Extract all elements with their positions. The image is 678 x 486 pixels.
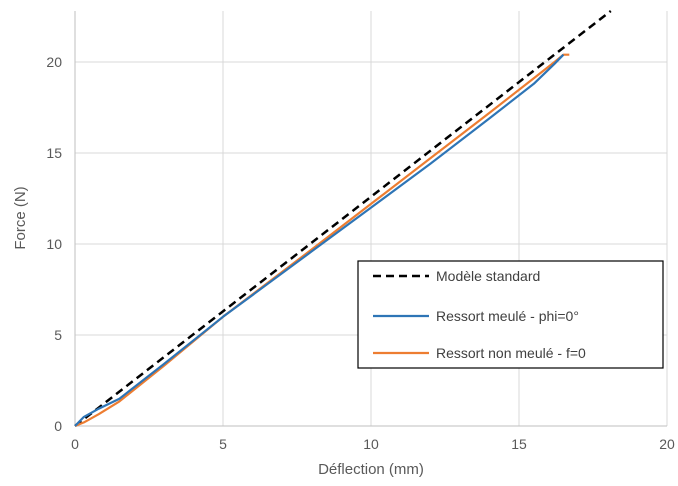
y-axis-title: Force (N) — [12, 186, 29, 249]
series-line-0 — [74, 10, 612, 427]
legend-label-2: Ressort non meulé - f=0 — [436, 345, 586, 361]
series-line-2 — [74, 53, 570, 428]
x-tick-label: 0 — [71, 436, 79, 452]
x-axis-title: Déflection (mm) — [318, 461, 424, 478]
y-tick-label: 5 — [54, 327, 62, 343]
y-tick-label: 15 — [46, 145, 62, 161]
y-tick-label: 20 — [46, 54, 62, 70]
y-tick-label: 10 — [46, 236, 62, 252]
x-tick-label: 10 — [363, 436, 379, 452]
axes — [74, 11, 667, 427]
tick-labels: 0 5 10 15 20 0 5 10 15 20 — [46, 54, 675, 452]
y-tick-label: 0 — [54, 418, 62, 434]
series — [74, 10, 612, 428]
legend-label-1: Ressort meulé - phi=0° — [436, 308, 579, 324]
legend: Modèle standard Ressort meulé - phi=0° Res… — [357, 260, 664, 369]
legend-label-0: Modèle standard — [436, 268, 540, 284]
x-tick-label: 15 — [511, 436, 527, 452]
x-tick-label: 20 — [659, 436, 675, 452]
legend-box — [357, 260, 664, 369]
series-line-1 — [74, 53, 565, 427]
x-tick-label: 5 — [219, 436, 227, 452]
